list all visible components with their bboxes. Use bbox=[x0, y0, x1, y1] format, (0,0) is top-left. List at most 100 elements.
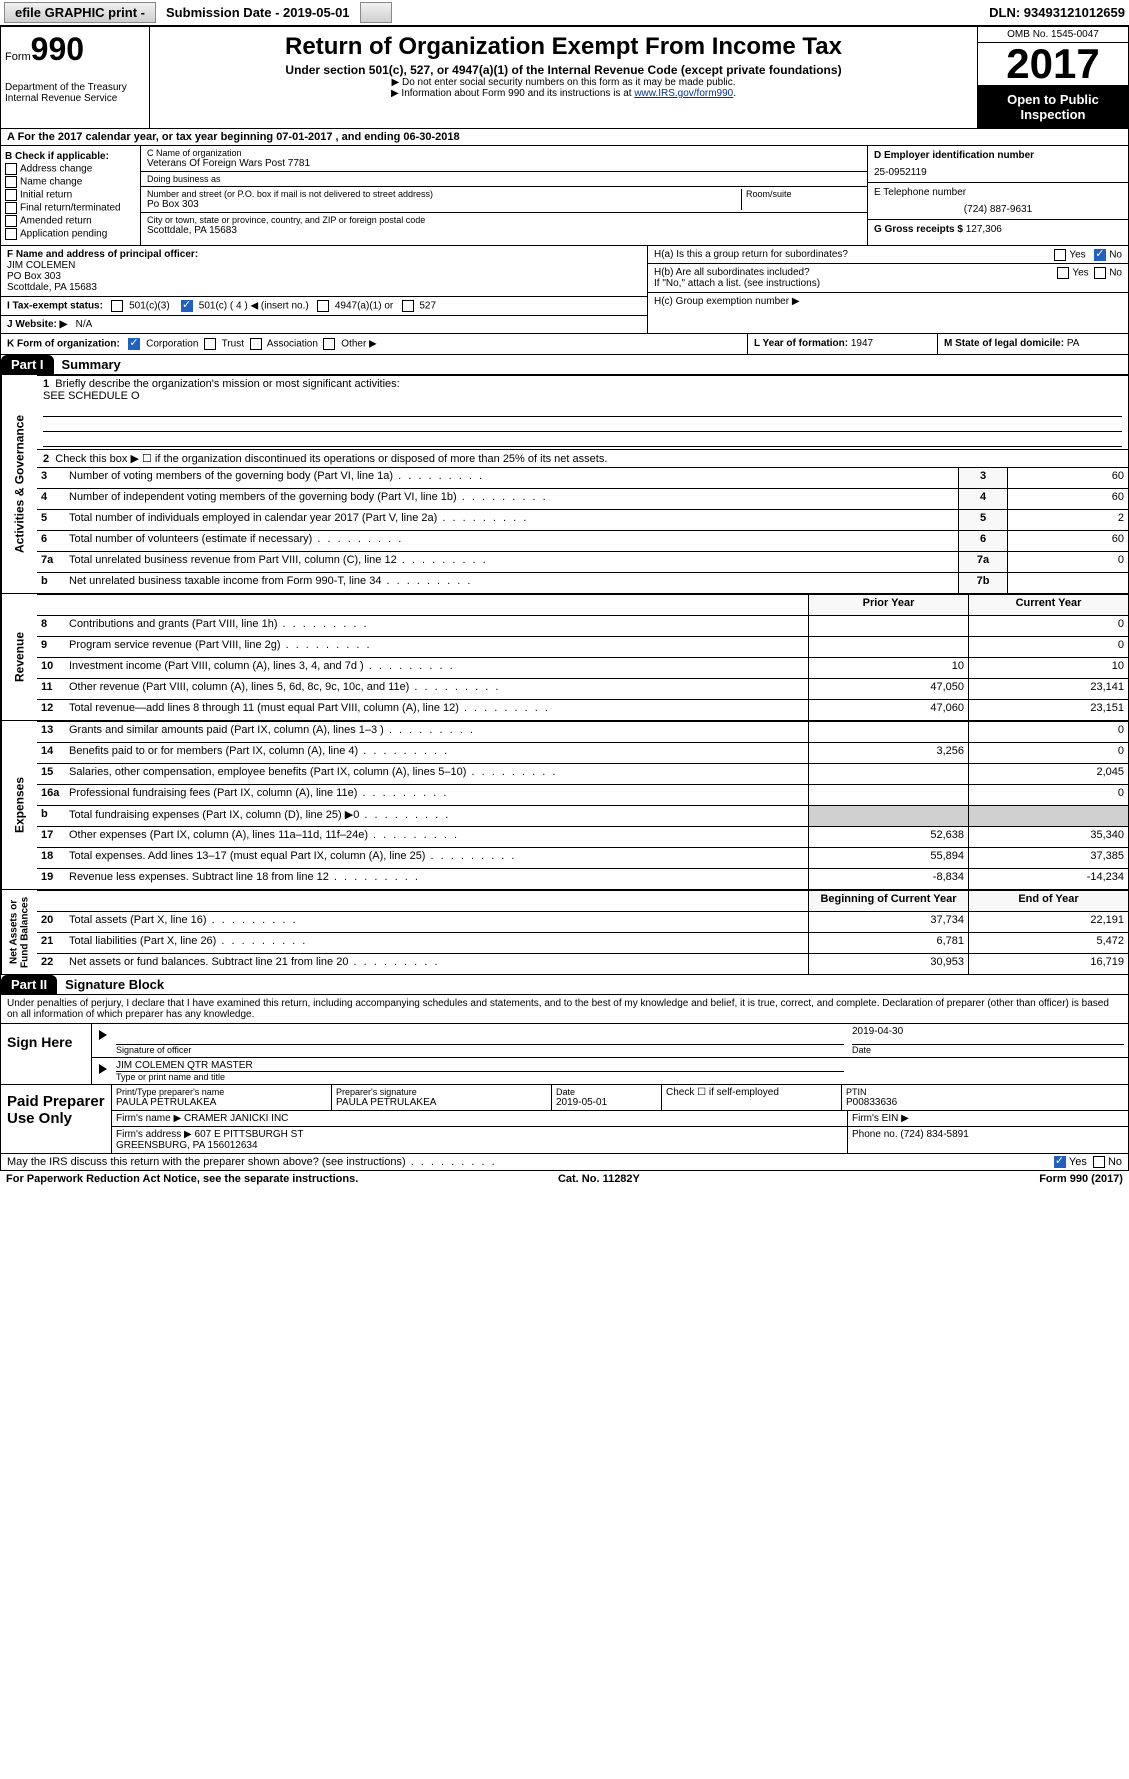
ck-assoc[interactable] bbox=[250, 338, 262, 350]
ck-hb-no[interactable] bbox=[1094, 267, 1106, 279]
ck-final-return[interactable] bbox=[5, 202, 17, 214]
lbl-amended: Amended return bbox=[20, 216, 92, 227]
addr-label: Number and street (or P.O. box if mail i… bbox=[147, 189, 741, 199]
ck-other[interactable] bbox=[323, 338, 335, 350]
line-21: 21Total liabilities (Part X, line 26)6,7… bbox=[37, 932, 1128, 953]
firm-phone: (724) 834-5891 bbox=[900, 1129, 968, 1140]
prep-name: PAULA PETRULAKEA bbox=[116, 1097, 216, 1108]
ck-name-change[interactable] bbox=[5, 176, 17, 188]
topbar: efile GRAPHIC print - Submission Date - … bbox=[0, 0, 1129, 27]
line-19: 19Revenue less expenses. Subtract line 1… bbox=[37, 868, 1128, 889]
l-value: 1947 bbox=[851, 338, 873, 349]
note-info-prefix: ▶ Information about Form 990 and its ins… bbox=[391, 88, 634, 99]
row-hc: H(c) Group exemption number ▶ bbox=[648, 293, 1128, 310]
sign-here-row: Sign Here Signature of officer 2019-04-3… bbox=[1, 1024, 1128, 1084]
officer-label: F Name and address of principal officer: bbox=[7, 249, 198, 260]
firm-ein-label: Firm's EIN ▶ bbox=[852, 1113, 909, 1124]
ck-4947[interactable] bbox=[317, 300, 329, 312]
opt-4947: 4947(a)(1) or bbox=[335, 301, 393, 312]
gov-line-6: 6Total number of volunteers (estimate if… bbox=[37, 530, 1128, 551]
officer-name: JIM COLEMEN bbox=[7, 260, 75, 271]
ck-address-change[interactable] bbox=[5, 163, 17, 175]
line-b: bTotal fundraising expenses (Part IX, co… bbox=[37, 805, 1128, 826]
ck-corp-checked[interactable] bbox=[128, 338, 140, 350]
form-number-box: Form990 Department of the Treasury Inter… bbox=[1, 27, 150, 128]
title-box: Return of Organization Exempt From Incom… bbox=[150, 27, 978, 128]
arrow-icon bbox=[92, 1024, 112, 1057]
org-name-label: C Name of organization bbox=[147, 148, 861, 158]
ck-501c4-checked[interactable] bbox=[181, 300, 193, 312]
line1-value: SEE SCHEDULE O bbox=[43, 390, 140, 402]
ck-hb-yes[interactable] bbox=[1057, 267, 1069, 279]
tel-value: (724) 887-9631 bbox=[874, 204, 1122, 215]
row-m: M State of legal domicile: PA bbox=[938, 334, 1128, 354]
blank-button[interactable] bbox=[360, 2, 393, 23]
ck-527[interactable] bbox=[402, 300, 414, 312]
ck-initial-return[interactable] bbox=[5, 189, 17, 201]
col-b-title: B Check if applicable: bbox=[5, 151, 136, 162]
ck-501c3[interactable] bbox=[111, 300, 123, 312]
line-9: 9Program service revenue (Part VIII, lin… bbox=[37, 636, 1128, 657]
vlabel-netassets: Net Assets or Fund Balances bbox=[1, 890, 37, 974]
col-d-right: D Employer identification number 25-0952… bbox=[868, 146, 1128, 245]
firm-name-label: Firm's name ▶ bbox=[116, 1113, 181, 1124]
sig-officer-label: Signature of officer bbox=[116, 1045, 844, 1055]
ck-trust[interactable] bbox=[204, 338, 216, 350]
hdr-prior-year: Prior Year bbox=[808, 595, 968, 615]
signature-block: Under penalties of perjury, I declare th… bbox=[0, 995, 1129, 1085]
ck-ha-no-checked[interactable] bbox=[1094, 249, 1106, 261]
website-label: J Website: ▶ bbox=[7, 319, 67, 330]
line-15: 15Salaries, other compensation, employee… bbox=[37, 763, 1128, 784]
footer-right: Form 990 (2017) bbox=[1039, 1173, 1123, 1185]
hb-label: H(b) Are all subordinates included? bbox=[654, 267, 810, 278]
gov-line-4: 4Number of independent voting members of… bbox=[37, 488, 1128, 509]
part2-title: Signature Block bbox=[57, 975, 172, 994]
line-18: 18Total expenses. Add lines 13–17 (must … bbox=[37, 847, 1128, 868]
line-14: 14Benefits paid to or for members (Part … bbox=[37, 742, 1128, 763]
opt-527: 527 bbox=[419, 301, 436, 312]
paid-preparer-label: Paid Preparer Use Only bbox=[1, 1085, 111, 1153]
opt-other: Other ▶ bbox=[341, 339, 376, 350]
opt-501c4: 501(c) ( 4 ) ◀ (insert no.) bbox=[199, 301, 309, 312]
firm-addr-label: Firm's address ▶ bbox=[116, 1129, 192, 1140]
lbl-address-change: Address change bbox=[20, 164, 92, 175]
prep-sig-label: Preparer's signature bbox=[336, 1087, 547, 1097]
hdr-end-year: End of Year bbox=[968, 891, 1128, 911]
summary-expenses: Expenses 13Grants and similar amounts pa… bbox=[0, 721, 1129, 890]
dba-label: Doing business as bbox=[147, 174, 861, 184]
line-20: 20Total assets (Part X, line 16)37,73422… bbox=[37, 911, 1128, 932]
sig-date-value: 2019-04-30 bbox=[852, 1026, 1124, 1045]
ck-discuss-yes-checked[interactable] bbox=[1054, 1156, 1066, 1168]
gov-line-3: 3Number of voting members of the governi… bbox=[37, 467, 1128, 488]
form-header: Form990 Department of the Treasury Inter… bbox=[0, 27, 1129, 129]
row-l: L Year of formation: 1947 bbox=[748, 334, 938, 354]
row-j-website: J Website: ▶ N/A bbox=[1, 316, 647, 333]
prep-date-label: Date bbox=[556, 1087, 657, 1097]
dln: DLN: 93493121012659 bbox=[989, 5, 1125, 20]
ptin-label: PTIN bbox=[846, 1087, 1124, 1097]
prep-name-label: Print/Type preparer's name bbox=[116, 1087, 327, 1097]
part1-badge: Part I bbox=[1, 355, 54, 374]
row-hb: H(b) Are all subordinates included? Yes … bbox=[648, 264, 1128, 293]
line-8: 8Contributions and grants (Part VIII, li… bbox=[37, 615, 1128, 636]
part2-badge: Part II bbox=[1, 975, 57, 994]
lbl-app-pending: Application pending bbox=[20, 229, 107, 240]
irs-link[interactable]: www.IRS.gov/form990 bbox=[634, 88, 733, 99]
ck-app-pending[interactable] bbox=[5, 228, 17, 240]
website-value: N/A bbox=[76, 319, 93, 330]
ck-ha-yes[interactable] bbox=[1054, 249, 1066, 261]
paid-preparer-block: Paid Preparer Use Only Print/Type prepar… bbox=[0, 1085, 1129, 1154]
ck-discuss-no[interactable] bbox=[1093, 1156, 1105, 1168]
efile-print-button[interactable]: efile GRAPHIC print - bbox=[4, 2, 156, 23]
signature-field[interactable] bbox=[116, 1026, 844, 1045]
irs-discuss-row: May the IRS discuss this return with the… bbox=[0, 1154, 1129, 1171]
vlabel-governance: Activities & Governance bbox=[1, 375, 37, 593]
firm-name: CRAMER JANICKI INC bbox=[184, 1113, 288, 1124]
ck-amended[interactable] bbox=[5, 215, 17, 227]
row-k: K Form of organization: Corporation Trus… bbox=[1, 334, 748, 354]
line-13: 13Grants and similar amounts paid (Part … bbox=[37, 721, 1128, 742]
lbl-name-change: Name change bbox=[20, 177, 82, 188]
tax-year: 2017 bbox=[978, 43, 1128, 86]
gov-line-5: 5Total number of individuals employed in… bbox=[37, 509, 1128, 530]
officer-printed-name: JIM COLEMEN QTR MASTER bbox=[116, 1060, 844, 1072]
